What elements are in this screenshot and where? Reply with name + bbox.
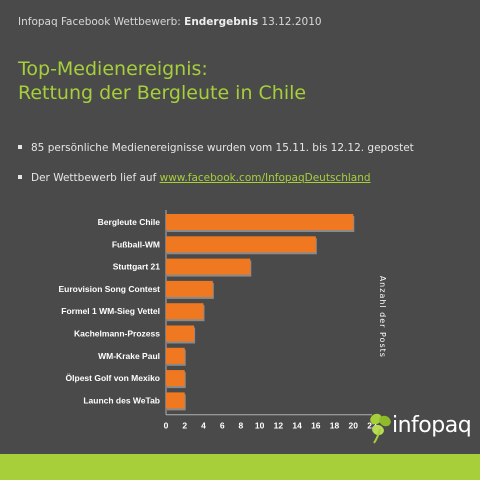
bullet-1-text: 85 persönliche Medienereignisse wurden v… [31, 142, 414, 154]
header-prefix: Infopaq Facebook Wettbewerb: [18, 16, 185, 28]
x-tick-label: 0 [164, 421, 169, 431]
bar-2 [166, 236, 316, 253]
x-tick-label: 4 [201, 421, 206, 431]
category-label: Kachelmann-Prozess [74, 329, 160, 339]
category-label: WM-Krake Paul [98, 351, 160, 361]
category-label: Ölpest Golf von Mexiko [66, 373, 160, 383]
bullet-dot-icon [18, 175, 22, 179]
bar-7 [166, 347, 185, 364]
category-label: Stuttgart 21 [113, 262, 161, 272]
bar-9 [166, 392, 185, 409]
bar-4 [166, 280, 213, 297]
bullet-2-text: Der Wettbewerb lief auf [31, 172, 160, 184]
x-tick-label: 6 [220, 421, 225, 431]
category-label: Launch des WeTab [83, 395, 160, 405]
logo-text: infopaq [392, 413, 472, 438]
category-label: Bergleute Chile [98, 217, 161, 227]
x-tick-label: 12 [274, 421, 284, 431]
footer-bar [0, 454, 480, 480]
page-title-line-1: Top-Medienereignis: [18, 58, 208, 80]
bar-6 [166, 325, 195, 342]
page-title-line-2: Rettung der Bergleute in Chile [18, 82, 307, 104]
x-tick-label: 8 [239, 421, 244, 431]
x-tick-label: 14 [292, 421, 302, 431]
bar-3 [166, 258, 251, 275]
x-tick-label: 18 [330, 421, 340, 431]
header-date: 13.12.2010 [258, 16, 322, 28]
bar-1 [166, 214, 354, 230]
x-tick-label: 22 [367, 421, 377, 431]
bar-8 [166, 370, 185, 387]
x-axis-title: Anzahl der Posts [378, 276, 387, 358]
bar-chart: Bergleute Chile Fußball-WM Stuttgart 21 Eur… [58, 210, 387, 431]
bullet-1: 85 persönliche Medienereignisse wurden v… [18, 142, 414, 154]
clover-icon [370, 413, 391, 444]
x-tick-label: 2 [182, 421, 187, 431]
bar-5 [166, 303, 204, 320]
category-label: Formel 1 WM-Sieg Vettel [61, 306, 160, 316]
x-tick-label: 20 [349, 421, 359, 431]
category-label: Fußball-WM [112, 239, 160, 249]
bullet-dot-icon [18, 145, 22, 149]
header-bold: Endergebnis [184, 16, 259, 28]
x-tick-label: 10 [255, 421, 265, 431]
infopaq-logo: infopaq [366, 409, 472, 449]
header-line: Infopaq Facebook Wettbewerb: Endergebnis… [18, 16, 322, 28]
x-tick-label: 16 [311, 421, 321, 431]
category-label: Eurovision Song Contest [58, 284, 160, 294]
chart-panel: Bergleute Chile Fußball-WM Stuttgart 21 Eur… [0, 206, 480, 454]
bullet-2: Der Wettbewerb lief auf www.facebook.com… [18, 172, 371, 184]
facebook-link[interactable]: www.facebook.com/InfopaqDeutschland [159, 172, 371, 184]
